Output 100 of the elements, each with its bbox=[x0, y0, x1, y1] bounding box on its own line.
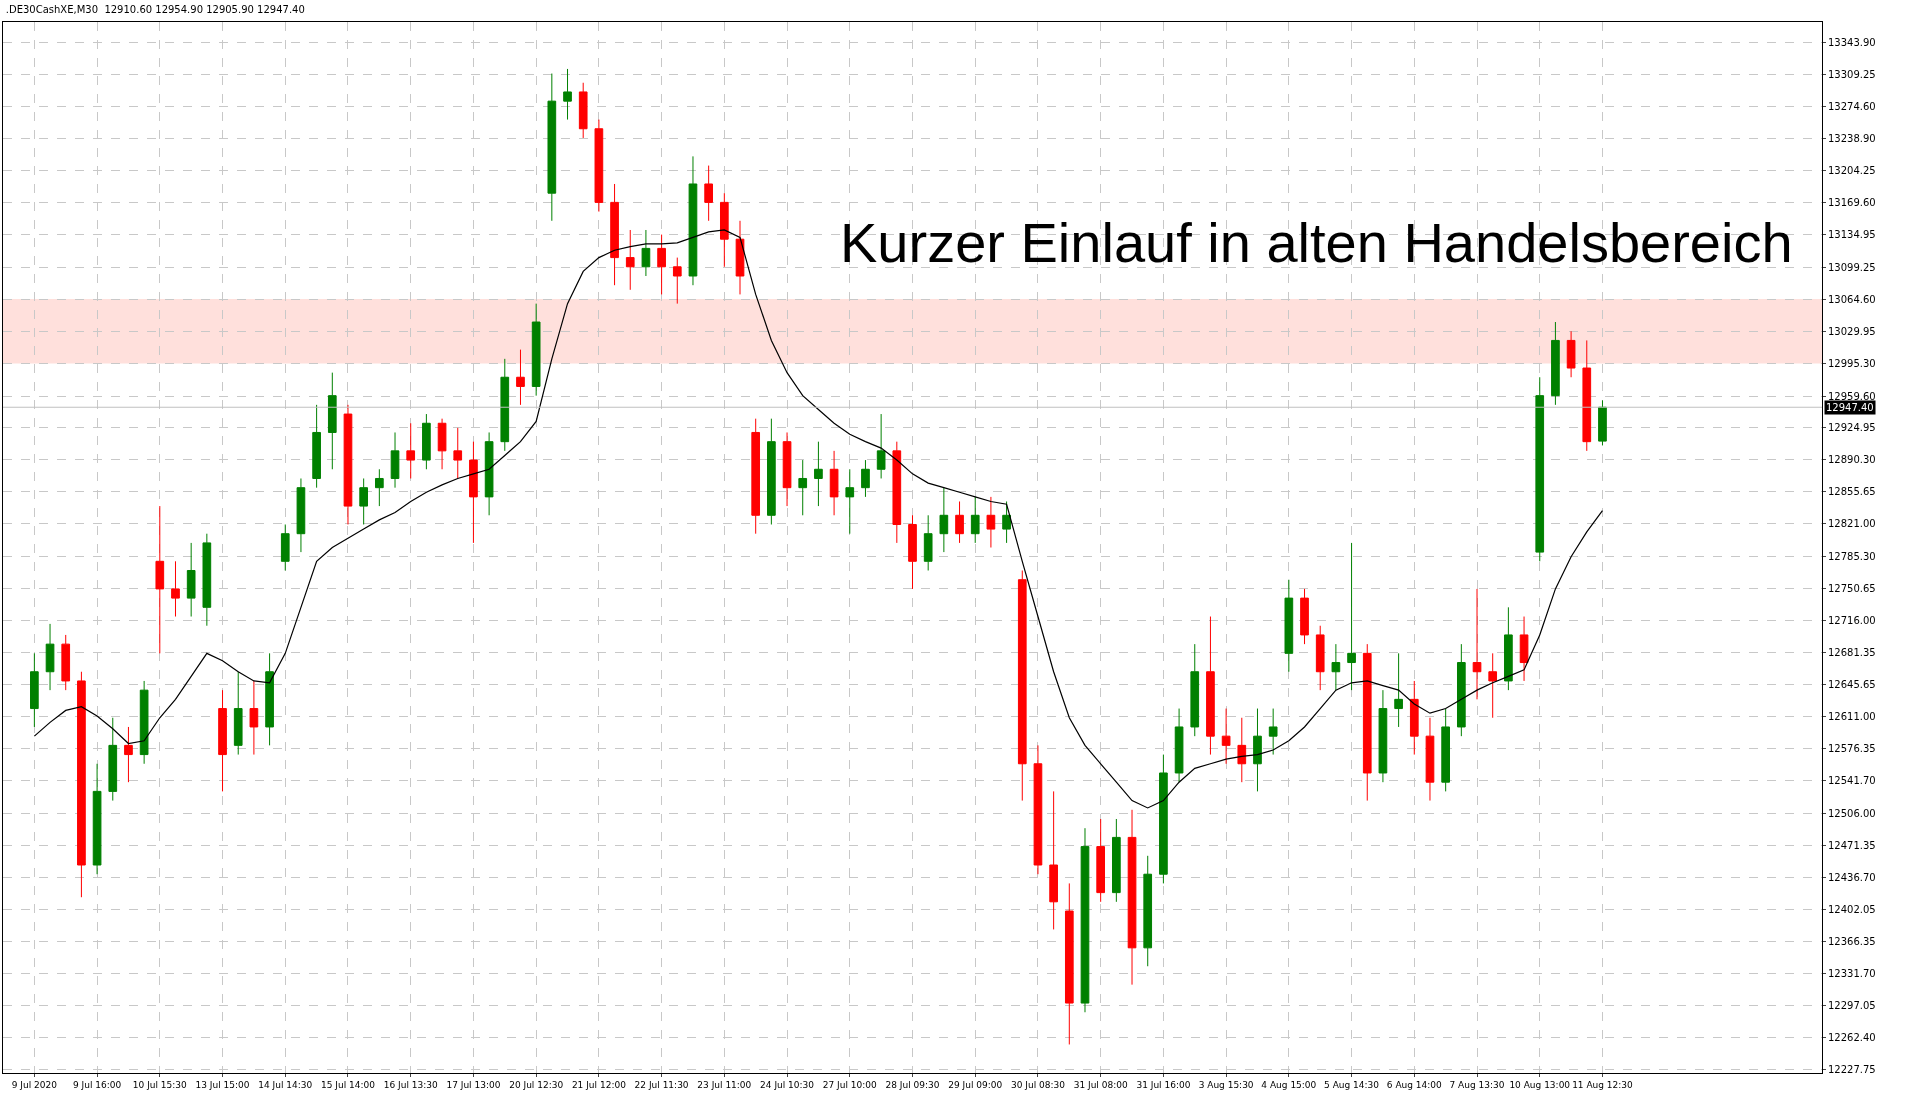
candlestick bbox=[280, 523, 290, 572]
candlestick bbox=[1551, 321, 1560, 406]
candlestick bbox=[1331, 643, 1341, 691]
candlestick bbox=[249, 680, 259, 756]
candlestick bbox=[1378, 689, 1388, 783]
x-tick-label: 10 Aug 13:00 bbox=[1509, 1079, 1571, 1090]
y-tick-label: 12471.35 bbox=[1828, 839, 1876, 851]
candlestick bbox=[547, 73, 557, 222]
x-tick-label: 28 Jul 09:30 bbox=[885, 1079, 940, 1090]
y-tick-label: 12402.05 bbox=[1828, 903, 1876, 915]
candlestick bbox=[45, 623, 55, 691]
candlestick bbox=[390, 431, 400, 489]
candlestick bbox=[578, 82, 588, 139]
x-tick-label: 6 Aug 14:00 bbox=[1386, 1079, 1443, 1090]
x-tick-label: 5 Aug 14:30 bbox=[1324, 1079, 1380, 1090]
candlestick bbox=[986, 496, 996, 548]
candlestick bbox=[845, 468, 855, 535]
x-tick-label: 9 Jul 2020 bbox=[11, 1079, 58, 1090]
x-tick-label: 17 Jul 13:00 bbox=[446, 1079, 501, 1090]
candlestick bbox=[1096, 818, 1106, 903]
candlestick bbox=[1221, 708, 1231, 765]
candlestick bbox=[1488, 652, 1498, 719]
y-tick-label: 12785.30 bbox=[1828, 550, 1876, 562]
y-tick-label: 12576.35 bbox=[1828, 743, 1876, 755]
candlestick bbox=[1080, 827, 1090, 1013]
candlestick bbox=[641, 229, 651, 277]
candlestick bbox=[688, 155, 698, 286]
x-tick-label: 4 Aug 15:00 bbox=[1261, 1079, 1317, 1090]
candlestick bbox=[218, 689, 227, 792]
candlestick bbox=[751, 418, 761, 535]
candlestick bbox=[1394, 652, 1403, 728]
y-tick-label: 12750.65 bbox=[1828, 582, 1876, 594]
x-tick-label: 10 Jul 15:30 bbox=[132, 1079, 188, 1090]
candlestick bbox=[735, 220, 745, 295]
candlestick bbox=[970, 496, 980, 544]
x-tick-label: 31 Jul 08:00 bbox=[1073, 1079, 1128, 1090]
x-tick-label: 7 Aug 13:30 bbox=[1449, 1079, 1505, 1090]
candlestick bbox=[202, 533, 212, 627]
x-tick-label: 13 Jul 15:00 bbox=[195, 1079, 250, 1090]
x-tick-label: 31 Jul 16:00 bbox=[1136, 1079, 1191, 1090]
ref-line-label: 12947.40 bbox=[1826, 402, 1874, 413]
y-tick-label: 12262.40 bbox=[1828, 1032, 1876, 1044]
y-tick-label: 13169.60 bbox=[1828, 197, 1876, 209]
y-tick-label: 12716.00 bbox=[1828, 614, 1876, 626]
candlestick bbox=[1300, 588, 1309, 645]
candlestick bbox=[1315, 625, 1325, 691]
candlestick bbox=[30, 652, 39, 728]
candlestick bbox=[92, 763, 102, 875]
y-tick-label: 12681.35 bbox=[1828, 646, 1876, 658]
candlestick bbox=[829, 450, 839, 516]
candlestick bbox=[61, 634, 71, 691]
candlestick bbox=[139, 680, 149, 765]
y-tick-label: 12331.70 bbox=[1828, 968, 1876, 980]
candlestick bbox=[939, 487, 949, 553]
candlestick bbox=[1362, 643, 1372, 802]
x-tick-label: 16 Jul 13:30 bbox=[383, 1079, 438, 1090]
x-tick-label: 3 Aug 15:30 bbox=[1198, 1079, 1254, 1090]
candlestick bbox=[908, 514, 917, 590]
x-tick-label: 21 Jul 12:00 bbox=[571, 1079, 627, 1090]
candlestick bbox=[359, 477, 369, 525]
y-tick-label: 12541.70 bbox=[1828, 775, 1876, 787]
candlestick bbox=[516, 349, 525, 406]
candlestick bbox=[704, 165, 713, 222]
candlestick bbox=[767, 418, 776, 525]
candlestick bbox=[327, 372, 337, 470]
y-tick-label: 12366.35 bbox=[1828, 936, 1876, 948]
candlestick bbox=[1504, 606, 1513, 691]
candlestick bbox=[1456, 643, 1466, 737]
candlestick bbox=[1268, 708, 1278, 756]
y-tick-label: 12506.00 bbox=[1828, 807, 1876, 819]
y-tick-label: 13274.60 bbox=[1828, 100, 1876, 112]
candlestick bbox=[1566, 330, 1576, 378]
y-tick-label: 12297.05 bbox=[1828, 1000, 1876, 1012]
candlestick bbox=[923, 514, 933, 572]
x-tick-label: 30 Jul 08:30 bbox=[1010, 1079, 1066, 1090]
candlestick bbox=[1033, 744, 1043, 875]
candlestick bbox=[453, 427, 463, 479]
x-tick-label: 27 Jul 10:00 bbox=[822, 1079, 878, 1090]
y-tick-label: 13134.95 bbox=[1828, 229, 1876, 241]
candlestick bbox=[1064, 882, 1074, 1045]
x-tick-label: 24 Jul 10:30 bbox=[760, 1079, 815, 1090]
candlestick bbox=[1159, 754, 1168, 884]
candlestick bbox=[422, 413, 431, 470]
candlestick bbox=[343, 404, 353, 525]
candlestick bbox=[1237, 717, 1247, 783]
candlestick bbox=[155, 505, 165, 654]
candlestick bbox=[312, 404, 321, 489]
annotation: Kurzer Einlauf in alten Handelsbereich bbox=[840, 211, 1793, 274]
candlestick bbox=[531, 303, 541, 397]
candlestick bbox=[610, 183, 619, 286]
candlestick bbox=[1535, 376, 1545, 562]
candlestick bbox=[625, 229, 635, 291]
candlestick bbox=[1425, 717, 1435, 802]
candlestick bbox=[594, 119, 604, 213]
candlestick bbox=[1253, 708, 1262, 792]
candlestick bbox=[124, 726, 133, 783]
y-tick-label: 13029.95 bbox=[1828, 325, 1876, 337]
candlestick bbox=[171, 560, 180, 618]
x-tick-label: 14 Jul 14:30 bbox=[258, 1079, 313, 1090]
y-tick-label: 12995.30 bbox=[1828, 357, 1876, 369]
